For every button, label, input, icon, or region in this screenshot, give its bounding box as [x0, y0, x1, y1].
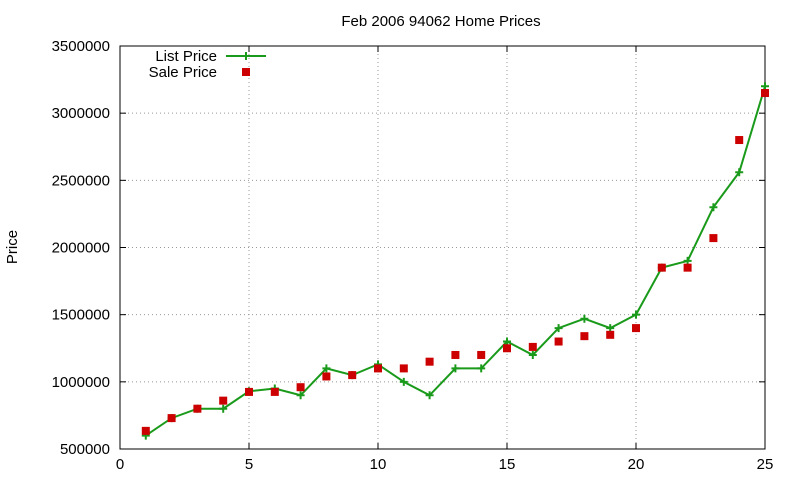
legend-marker-square: [242, 68, 250, 76]
sale-price-point: [761, 89, 769, 98]
list-price-point: [761, 82, 769, 91]
chart-title: Feb 2006 94062 Home Prices: [341, 13, 540, 30]
list-price-point: [477, 364, 486, 373]
list-price-point: [219, 404, 228, 413]
sale-price-point: [683, 263, 692, 272]
x-tick-label: 20: [628, 456, 645, 473]
list-price-point: [580, 314, 589, 323]
legend-label: Sale Price: [149, 64, 217, 81]
list-price-point: [683, 256, 692, 265]
sale-price-point: [580, 332, 589, 341]
sale-price-point: [322, 372, 331, 381]
x-tick-label: 10: [370, 456, 387, 473]
sale-price-point: [425, 357, 434, 366]
sale-price-point: [503, 344, 511, 353]
x-axis: 0 5 10 15 20 25: [116, 46, 774, 473]
y-tick-label: 500000: [60, 441, 110, 458]
sale-price-point: [219, 396, 228, 405]
list-price-point: [322, 364, 331, 373]
series-layer: [141, 82, 769, 440]
x-tick-label: 5: [245, 456, 253, 473]
legend-label: List Price: [155, 48, 217, 65]
sale-price-point: [735, 136, 744, 145]
sale-price-point: [554, 337, 563, 346]
sale-price-point: [451, 350, 460, 359]
y-tick-label: 3500000: [52, 38, 110, 55]
sale-price-point: [399, 364, 408, 373]
sale-price-point: [374, 364, 382, 373]
x-tick-label: 25: [757, 456, 774, 473]
list-price-point: [451, 364, 460, 373]
x-tick-label: 15: [499, 456, 516, 473]
sale-price-point: [606, 330, 615, 339]
y-axis-label: Price: [4, 230, 21, 264]
sale-price-point: [270, 387, 279, 396]
legend-marker-cross: [242, 52, 250, 60]
sale-price-point: [348, 371, 357, 380]
grid: [120, 46, 765, 449]
sale-price-point: [141, 426, 150, 435]
list-price-point: [425, 391, 434, 400]
y-tick-label: 3000000: [52, 105, 110, 122]
y-axis: 500000 1000000 1500000 2000000 2500000 300000…: [52, 38, 765, 458]
sale-price-point: [709, 234, 718, 243]
list-price-point: [503, 337, 511, 346]
list-price-point: [632, 310, 640, 319]
sale-price-point: [296, 383, 305, 392]
list-price-point: [528, 350, 537, 359]
x-tick-label: 0: [116, 456, 124, 473]
y-tick-label: 1500000: [52, 307, 110, 324]
list-price-point: [296, 391, 305, 400]
list-price-point: [554, 324, 563, 333]
sale-price-point: [657, 263, 666, 272]
list-price-line: [145, 86, 766, 437]
sale-price-point: [477, 350, 486, 359]
list-price-point: [606, 324, 615, 333]
sale-price-point: [167, 414, 176, 423]
sale-price-point: [245, 387, 253, 396]
list-price-point: [399, 377, 408, 386]
y-tick-label: 1000000: [52, 374, 110, 391]
y-tick-label: 2500000: [52, 172, 110, 189]
list-price-point: [709, 203, 718, 212]
sale-price-point: [528, 342, 537, 351]
y-tick-label: 2000000: [52, 240, 110, 257]
sale-price-point: [193, 404, 202, 413]
sale-price-point: [632, 324, 640, 333]
list-price-point: [735, 168, 744, 177]
